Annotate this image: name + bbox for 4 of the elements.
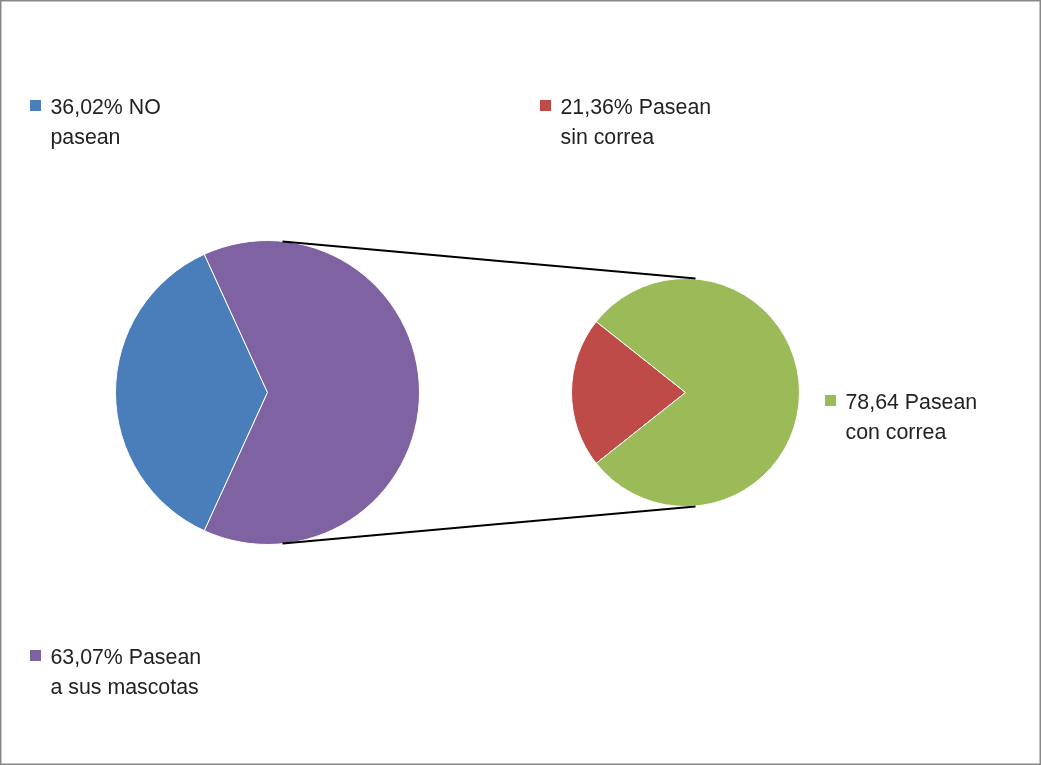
legend-label: 78,64 Pasean con correa — [845, 389, 978, 444]
legend-label: 36,02% NO pasean — [50, 94, 161, 149]
legend-label: 63,07% Pasean a sus mascotas — [50, 644, 202, 699]
legend-label: 21,36% Pasean sin correa — [560, 94, 712, 149]
